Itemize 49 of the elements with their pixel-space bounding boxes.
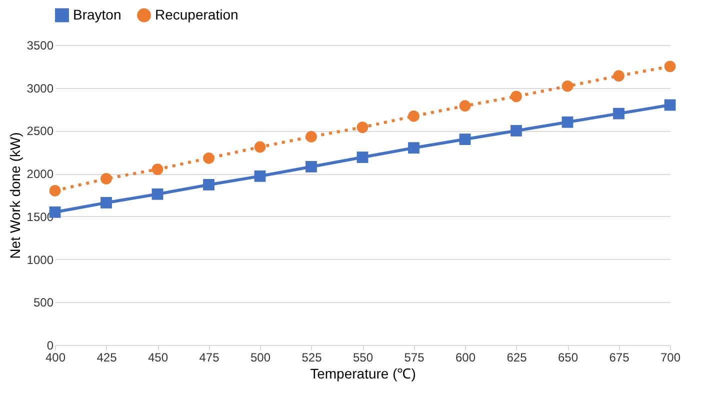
point: [613, 70, 624, 82]
point: [49, 185, 61, 196]
point: [613, 108, 624, 120]
y-tick-label: 500: [33, 296, 54, 310]
point: [408, 110, 420, 122]
point: [203, 179, 214, 190]
point: [100, 197, 112, 208]
point: [254, 141, 266, 153]
legend-label: Brayton: [73, 6, 122, 22]
y-tick-label: 1000: [26, 252, 54, 267]
point: [100, 173, 112, 184]
point: [459, 100, 471, 112]
legend-label: Recuperation: [155, 6, 238, 22]
x-tick-label: 425: [96, 350, 118, 364]
x-tick-label: 525: [302, 350, 322, 364]
point: [152, 188, 164, 200]
point: [306, 131, 317, 142]
point: [562, 116, 574, 128]
x-tick-label: 475: [199, 350, 220, 364]
x-tick-label: 450: [148, 350, 168, 364]
x-tick-label: 625: [506, 350, 528, 364]
point: [203, 152, 214, 164]
y-axis-title: Net Work done (kW): [6, 132, 23, 259]
x-tick-label: 400: [45, 350, 66, 364]
point: [356, 152, 368, 163]
point: [152, 164, 164, 175]
y-tick-label: 3000: [26, 81, 54, 96]
x-tick-label: 650: [558, 350, 578, 364]
y-tick-label: 0: [46, 338, 54, 352]
y-tick-label: 2500: [26, 124, 54, 138]
point: [356, 122, 368, 133]
point: [664, 60, 676, 72]
point: [306, 161, 317, 172]
point: [408, 142, 420, 154]
point: [459, 134, 471, 145]
point: [254, 170, 266, 182]
point: [562, 80, 574, 92]
x-tick-label: 600: [455, 350, 476, 364]
x-tick-label: 575: [404, 350, 425, 364]
y-tick-label: 3500: [26, 38, 54, 52]
point: [510, 90, 522, 102]
x-tick-label: 675: [609, 350, 630, 364]
x-axis-title: Temperature (℃): [310, 366, 416, 382]
x-tick-label: 500: [250, 350, 271, 364]
point: [510, 125, 522, 136]
y-tick-label: 2000: [26, 167, 54, 182]
x-tick-label: 550: [352, 350, 374, 364]
point: [664, 99, 676, 111]
x-tick-label: 700: [660, 350, 681, 364]
